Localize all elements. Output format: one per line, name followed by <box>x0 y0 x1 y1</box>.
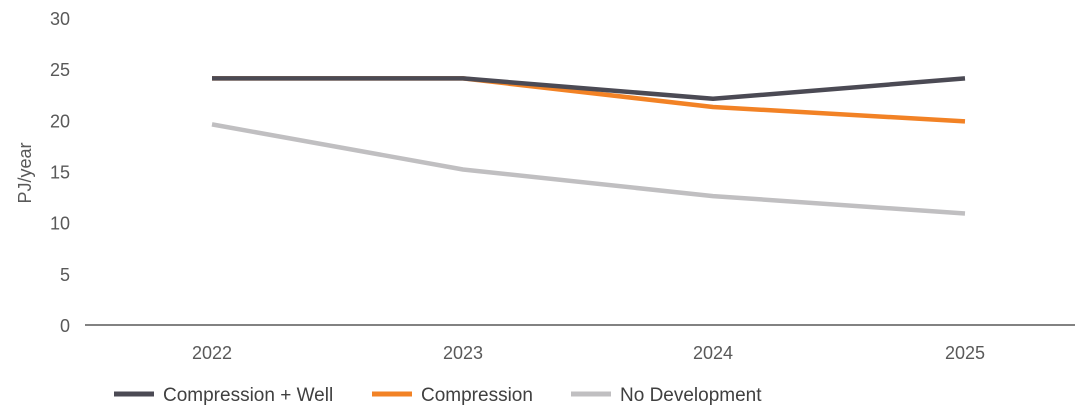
legend: Compression + Well Compression No Developm… <box>114 385 762 405</box>
series-line <box>212 76 966 124</box>
y-axis-ticks: 0 5 10 15 20 25 30 <box>50 9 70 336</box>
y-tick-label: 0 <box>60 316 70 336</box>
y-tick-label: 25 <box>50 60 70 80</box>
y-tick-label: 20 <box>50 111 70 131</box>
x-tick-label: 2022 <box>192 343 232 363</box>
series-line <box>211 122 966 216</box>
y-axis-title: PJ/year <box>15 142 35 203</box>
series-line <box>212 76 966 102</box>
legend-label: Compression + Well <box>163 385 333 405</box>
x-tick-label: 2023 <box>443 343 483 363</box>
legend-label: Compression <box>421 385 533 405</box>
x-tick-label: 2025 <box>945 343 985 363</box>
y-tick-label: 15 <box>50 163 70 183</box>
series-lines <box>211 76 966 216</box>
y-tick-label: 10 <box>50 214 70 234</box>
legend-label: No Development <box>620 385 762 405</box>
x-axis-ticks: 2022 2023 2024 2025 <box>192 343 985 363</box>
x-tick-label: 2024 <box>693 343 733 363</box>
y-tick-label: 30 <box>50 9 70 29</box>
y-tick-label: 5 <box>60 265 70 285</box>
